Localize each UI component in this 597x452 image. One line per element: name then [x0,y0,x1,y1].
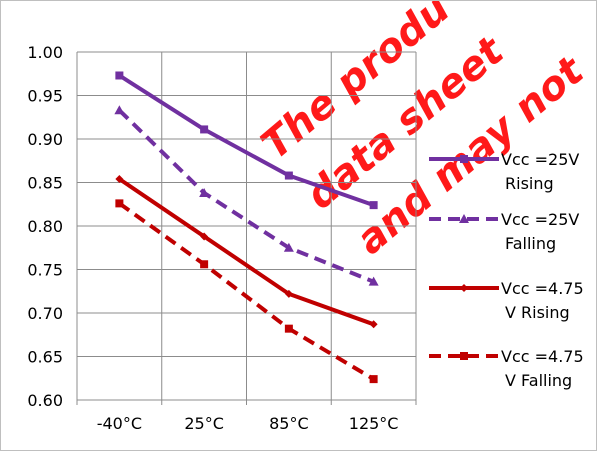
x-tick-label: 25°C [184,414,224,433]
y-axis-ticks: 1.00 0.95 0.90 0.85 0.80 0.75 0.70 0.65 0.60 [27,43,63,410]
y-tick-label: 0.65 [27,348,63,367]
series-line-3 [118,201,375,381]
legend-item-2: Vcc =4.75 V Rising [429,279,584,322]
legend-label: Vcc =25V [501,150,579,169]
y-tick-label: 0.90 [27,130,63,149]
data-point [368,276,379,286]
y-tick-label: 0.60 [27,391,63,410]
y-tick-label: 0.70 [27,304,63,323]
grid-lines [77,51,417,401]
data-point [115,199,124,208]
y-tick-label: 0.95 [27,87,63,106]
data-point [283,242,294,252]
legend-label: Vcc =25V [501,210,579,229]
series-1 [114,105,379,286]
data-point [200,125,209,134]
legend-marker-2 [460,284,468,292]
legend-label: Vcc =4.75 [501,347,584,366]
legend-label: V Rising [505,303,570,322]
data-point [369,320,378,329]
legend-marker-1 [459,214,469,223]
x-tick-label: -40°C [97,414,142,433]
y-tick-label: 0.85 [27,174,63,193]
data-point [369,375,378,384]
legend-item-1: Vcc =25V Falling [429,210,579,253]
data-point [114,105,125,115]
axes [76,52,417,405]
y-tick-label: 0.80 [27,217,63,236]
series-line-2 [118,177,375,327]
legend-label: Vcc =4.75 [501,279,584,298]
series-0 [115,71,378,210]
y-tick-label: 1.00 [27,43,63,62]
x-tick-label: 85°C [269,414,309,433]
y-tick-label: 0.75 [27,261,63,280]
data-point [284,171,293,180]
series-line-1 [117,108,375,284]
data-point [200,260,209,269]
legend-item-0: Vcc =25V Rising [429,150,579,193]
data-point [200,232,209,241]
data-point [284,289,293,298]
x-tick-label: 125°C [349,414,399,433]
x-axis-ticks: -40°C 25°C 85°C 125°C [97,414,399,433]
data-point [369,201,378,210]
series-3 [115,199,378,384]
legend-marker-0 [460,155,468,163]
series-line-0 [118,73,375,208]
legend-item-3: Vcc =4.75 V Falling [429,347,584,390]
series-2 [115,175,378,329]
series-group [114,71,379,384]
data-point [115,175,124,184]
data-point [284,324,293,333]
legend: Vcc =25V Rising Vcc =25V Falling Vcc =4.75 V … [429,150,584,390]
legend-label: V Falling [505,371,572,390]
data-point [115,71,124,80]
data-point [199,187,210,197]
legend-label: Rising [505,174,554,193]
legend-marker-3 [460,352,468,360]
legend-label: Falling [505,234,556,253]
